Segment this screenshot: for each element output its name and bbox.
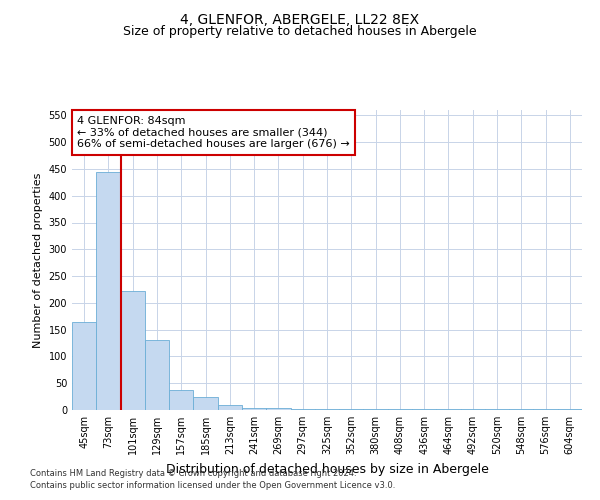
Y-axis label: Number of detached properties: Number of detached properties [33,172,43,348]
Text: Contains HM Land Registry data © Crown copyright and database right 2024.: Contains HM Land Registry data © Crown c… [30,468,356,477]
X-axis label: Distribution of detached houses by size in Abergele: Distribution of detached houses by size … [166,462,488,475]
Bar [72,322,96,410]
Text: 4, GLENFOR, ABERGELE, LL22 8EX: 4, GLENFOR, ABERGELE, LL22 8EX [181,12,419,26]
Bar [315,409,339,410]
Bar [145,340,169,410]
Bar [339,409,364,410]
Text: Contains public sector information licensed under the Open Government Licence v3: Contains public sector information licen… [30,481,395,490]
Bar [169,390,193,410]
Bar [242,408,266,410]
Bar [121,291,145,410]
Text: Size of property relative to detached houses in Abergele: Size of property relative to detached ho… [123,25,477,38]
Bar [218,404,242,410]
Bar [290,409,315,410]
Text: 4 GLENFOR: 84sqm
← 33% of detached houses are smaller (344)
66% of semi-detached: 4 GLENFOR: 84sqm ← 33% of detached house… [77,116,350,149]
Bar [266,408,290,410]
Bar [193,396,218,410]
Bar [96,172,121,410]
